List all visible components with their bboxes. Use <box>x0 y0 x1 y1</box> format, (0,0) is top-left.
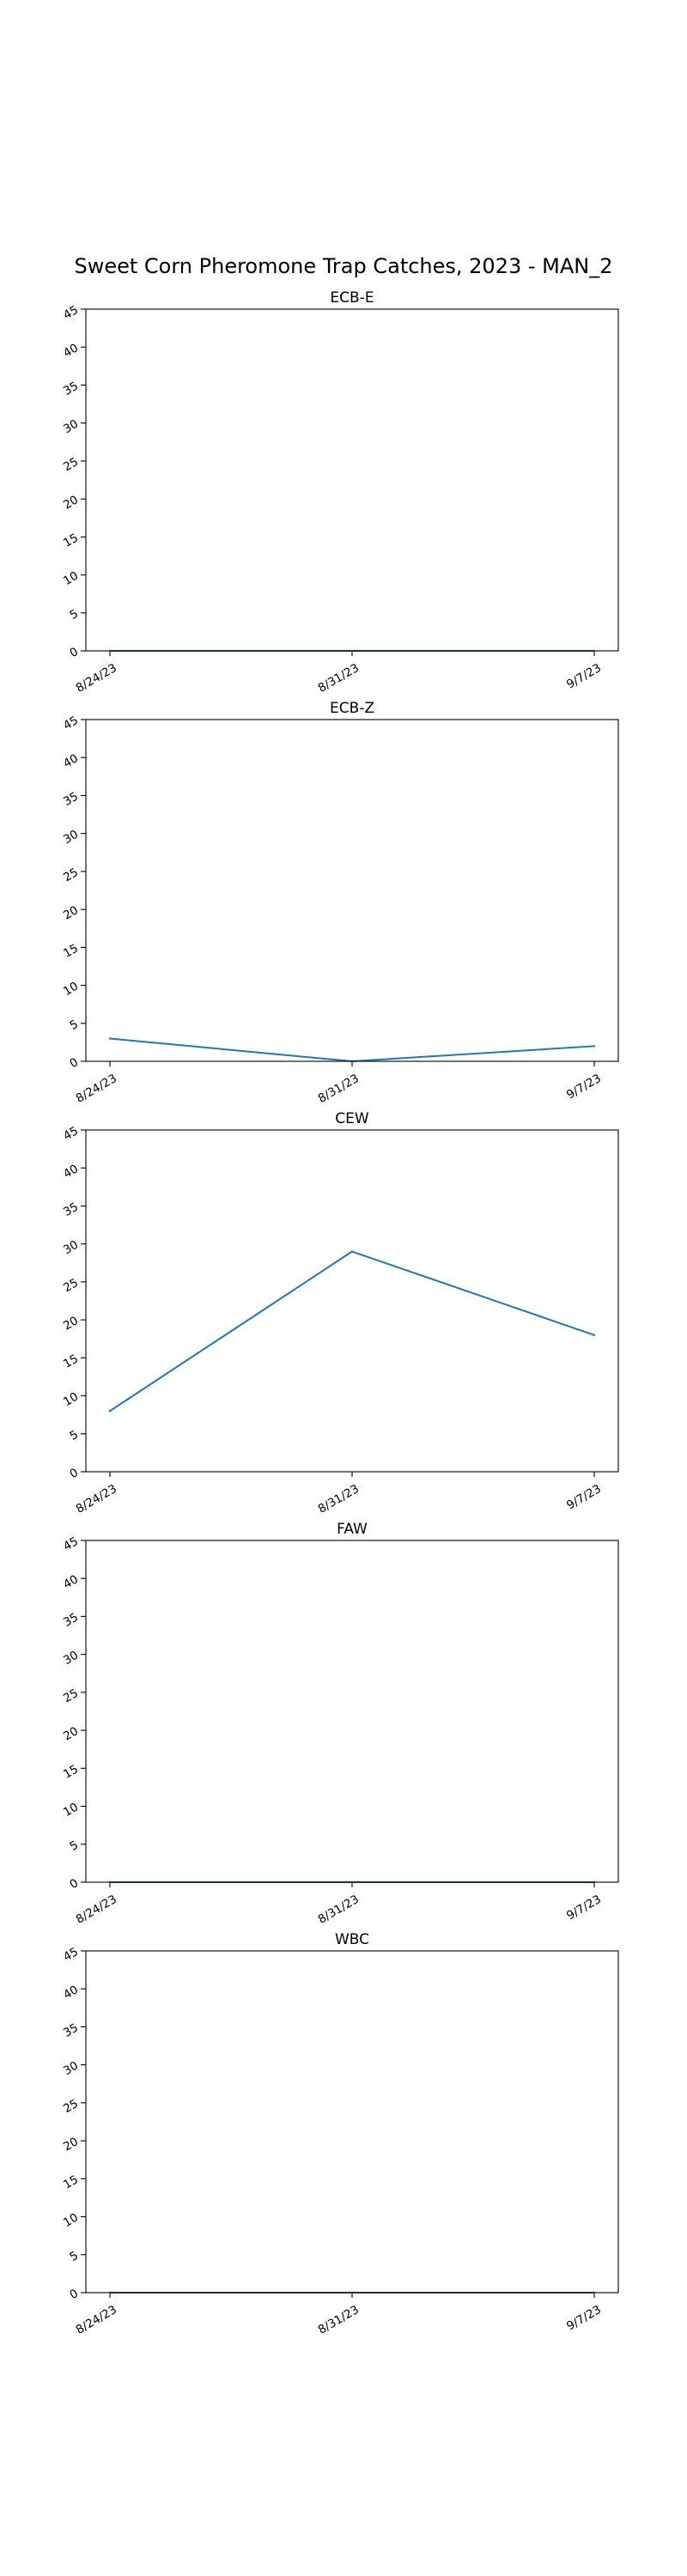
y-tick-label: 30 <box>61 1238 81 1257</box>
y-tick-label: 45 <box>61 1945 81 1964</box>
y-tick-label: 25 <box>61 1276 81 1295</box>
subplot-title: ECB-Z <box>330 700 374 717</box>
y-tick-label: 5 <box>68 1018 81 1033</box>
x-tick-label: 9/7/23 <box>564 661 604 692</box>
subplot-faw: FAW 0 5 10 15 20 25 30 35 40 45 8/24/23 8/31/23 9/7/2… <box>61 1521 619 1927</box>
data-point <box>108 1037 112 1040</box>
y-tick-label: 35 <box>61 790 81 809</box>
y-tick-label: 20 <box>61 1724 81 1743</box>
x-tick-label: 8/31/23 <box>316 1072 362 1106</box>
y-tick-label: 0 <box>68 1466 81 1481</box>
subplot-title: FAW <box>337 1521 368 1538</box>
y-tick-label: 15 <box>61 531 81 550</box>
y-tick-label: 5 <box>68 1428 81 1443</box>
y-tick-label: 10 <box>61 1390 81 1409</box>
subplot-title: WBC <box>335 1931 369 1948</box>
axes-frame <box>85 1129 619 1473</box>
y-tick-label: 40 <box>61 1162 81 1181</box>
y-tick-label: 10 <box>61 1801 81 1820</box>
x-tick-label: 8/31/23 <box>316 2303 362 2337</box>
x-tick-label: 8/24/23 <box>74 1893 119 1927</box>
y-tick-label: 15 <box>61 2172 81 2191</box>
y-tick-label: 40 <box>61 751 81 770</box>
data-point <box>593 1045 596 1048</box>
y-tick-label: 30 <box>61 828 81 847</box>
x-tick-label: 8/31/23 <box>316 661 362 696</box>
y-tick-label: 35 <box>61 380 81 398</box>
y-tick-label: 25 <box>61 2097 81 2116</box>
y-tick-label: 40 <box>61 1983 81 2002</box>
x-tick-label: 8/31/23 <box>316 1482 362 1516</box>
y-tick-label: 35 <box>61 1611 81 1630</box>
y-tick-label: 30 <box>61 417 81 436</box>
y-tick-label: 35 <box>61 1200 81 1219</box>
subplots: ECB-E 0 5 10 15 20 25 30 35 40 45 8/24/23 8/31/23 9/7… <box>61 289 619 2337</box>
x-tick-label: 8/24/23 <box>74 1072 119 1106</box>
y-tick-label: 25 <box>61 866 81 884</box>
y-tick-label: 10 <box>61 980 81 999</box>
series-line <box>109 1250 595 1413</box>
y-tick-label: 25 <box>61 455 81 474</box>
x-tick-label: 8/24/23 <box>74 2303 119 2337</box>
x-tick-label: 8/24/23 <box>74 1482 119 1516</box>
data-point <box>108 1410 112 1413</box>
data-point <box>350 1250 354 1253</box>
y-tick-label: 30 <box>61 2059 81 2078</box>
subplot-ecb-e: ECB-E 0 5 10 15 20 25 30 35 40 45 8/24/23 8/31/23 9/7… <box>61 289 619 696</box>
y-tick-label: 5 <box>68 1838 81 1854</box>
data-point <box>593 1334 596 1337</box>
y-tick-label: 20 <box>61 493 81 512</box>
axes-frame <box>85 308 619 652</box>
y-tick-label: 10 <box>61 569 81 588</box>
figure-title: Sweet Corn Pheromone Trap Catches, 2023 … <box>74 254 612 278</box>
y-tick-label: 20 <box>61 1314 81 1333</box>
y-tick-label: 40 <box>61 341 81 360</box>
subplot-ecb-z: ECB-Z 0 5 10 15 20 25 30 35 40 45 8/24/23 8/31/23 9/7… <box>61 700 619 1106</box>
x-tick-label: 8/24/23 <box>74 661 119 696</box>
y-tick-label: 0 <box>68 2287 81 2302</box>
y-tick-label: 40 <box>61 1572 81 1591</box>
y-tick-label: 45 <box>61 303 81 322</box>
y-tick-label: 15 <box>61 1352 81 1370</box>
x-tick-label: 9/7/23 <box>564 2303 604 2334</box>
y-tick-label: 35 <box>61 2021 81 2040</box>
x-tick-label: 8/31/23 <box>316 1893 362 1927</box>
y-tick-label: 30 <box>61 1649 81 1668</box>
series-line <box>109 1037 595 1062</box>
y-tick-label: 0 <box>68 645 81 660</box>
subplot-title: ECB-E <box>330 289 374 307</box>
axes-frame <box>85 719 619 1062</box>
y-tick-label: 45 <box>61 1534 81 1553</box>
x-tick-label: 9/7/23 <box>564 1482 604 1513</box>
y-tick-label: 0 <box>68 1055 81 1071</box>
y-tick-label: 15 <box>61 1762 81 1781</box>
y-tick-label: 5 <box>68 2249 81 2264</box>
y-tick-label: 45 <box>61 1124 81 1143</box>
y-tick-label: 20 <box>61 2135 81 2154</box>
axes-frame <box>85 1950 619 2293</box>
y-tick-label: 15 <box>61 941 81 960</box>
subplot-cew: CEW 0 5 10 15 20 25 30 35 40 45 8/24/23 8/31/23 9/7/2… <box>61 1110 619 1516</box>
subplot-wbc: WBC 0 5 10 15 20 25 30 35 40 45 8/24/23 8/31/23 9/7/2… <box>61 1931 619 2337</box>
y-tick-label: 10 <box>61 2211 81 2230</box>
y-tick-label: 25 <box>61 1686 81 1705</box>
subplot-title: CEW <box>335 1110 369 1127</box>
y-tick-label: 5 <box>68 607 81 623</box>
axes-frame <box>85 1540 619 1883</box>
x-tick-label: 9/7/23 <box>564 1893 604 1923</box>
y-tick-label: 45 <box>61 714 81 732</box>
y-tick-label: 0 <box>68 1876 81 1892</box>
y-tick-label: 20 <box>61 903 81 922</box>
x-tick-label: 9/7/23 <box>564 1072 604 1103</box>
